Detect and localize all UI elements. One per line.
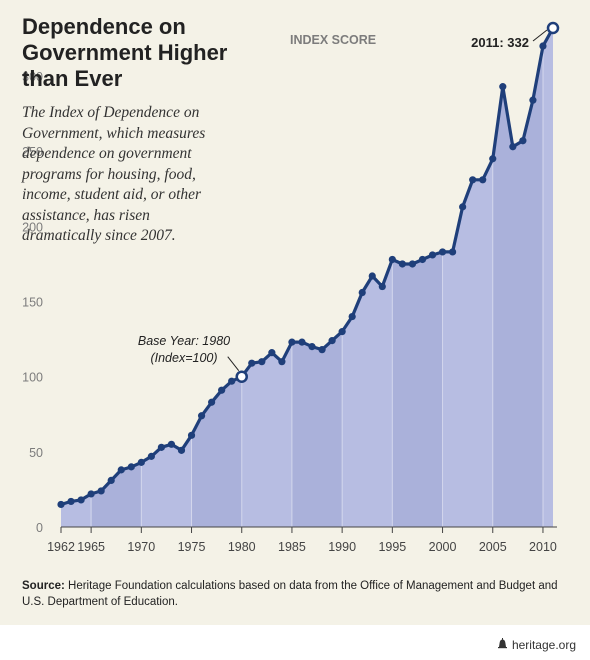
data-point <box>509 143 517 151</box>
data-point-highlight <box>546 21 560 35</box>
x-tick-label: 2005 <box>479 540 507 554</box>
y-tick-label: 300 <box>22 70 43 84</box>
data-point <box>308 343 316 351</box>
y-tick-label: 200 <box>22 220 43 234</box>
data-point <box>358 288 366 297</box>
area-band <box>392 28 443 527</box>
data-point <box>428 251 437 259</box>
data-point <box>288 338 296 346</box>
data-point <box>157 443 166 451</box>
x-tick-label: 1995 <box>378 540 406 554</box>
data-point-highlight <box>235 370 248 383</box>
source-text: Heritage Foundation calculations based o… <box>22 580 558 608</box>
data-point <box>469 176 477 184</box>
area-band <box>291 28 343 527</box>
annotation-base-year: Base Year: 1980 <box>138 334 230 348</box>
data-point <box>278 358 286 366</box>
data-point <box>408 260 417 268</box>
data-point <box>67 497 75 506</box>
x-tick-label: 2010 <box>529 540 557 554</box>
y-tick-label: 50 <box>29 446 43 460</box>
y-axis-title: INDEX SCORE <box>290 33 376 47</box>
data-point <box>248 359 256 367</box>
data-point <box>479 176 487 184</box>
data-point <box>378 282 386 291</box>
source-label: Source: <box>22 580 65 592</box>
y-tick-label: 250 <box>22 145 43 159</box>
footer-site[interactable]: heritage.org <box>511 638 576 652</box>
x-tick-label: 1965 <box>77 540 105 554</box>
data-point <box>167 440 176 448</box>
source-note: Source: Heritage Foundation calculations… <box>22 578 572 610</box>
data-point <box>398 260 406 268</box>
data-point <box>338 328 346 336</box>
data-point <box>438 248 447 256</box>
annotation-leader <box>227 356 240 372</box>
data-point <box>218 386 226 394</box>
annotation-leader <box>532 29 548 42</box>
data-point <box>97 487 105 495</box>
chart-title: Dependence on Government Higher than Eve… <box>22 14 228 91</box>
data-point <box>228 377 236 385</box>
x-tick-label: 1975 <box>178 540 206 554</box>
data-point <box>258 358 266 366</box>
data-point <box>318 346 326 354</box>
data-point <box>137 458 145 466</box>
data-point <box>127 463 135 471</box>
data-point <box>529 96 537 104</box>
data-point <box>77 496 85 504</box>
data-point <box>388 255 396 264</box>
data-point <box>197 412 206 420</box>
y-tick-label: 100 <box>22 371 43 385</box>
data-point <box>147 452 155 460</box>
data-point <box>177 446 186 454</box>
area-chart: 0 50 100 150 200 250 300 1962 1965 1970 1975 1980 19… <box>22 21 560 554</box>
x-tick-label: 1990 <box>328 540 356 554</box>
annotation-base-year: (Index=100) <box>150 351 217 365</box>
data-point <box>499 83 507 91</box>
x-tick-label: 1962 <box>47 540 75 554</box>
footer[interactable]: heritage.org <box>497 638 576 652</box>
x-tick-label: 2000 <box>429 540 457 554</box>
x-tick-label: 1980 <box>228 540 256 554</box>
data-point <box>489 155 497 163</box>
data-point <box>348 312 356 321</box>
y-tick-label: 0 <box>36 521 43 535</box>
x-tick-label: 1970 <box>127 540 155 554</box>
data-point <box>448 248 457 256</box>
data-point <box>519 137 527 145</box>
data-point <box>208 398 216 406</box>
data-point <box>298 338 306 346</box>
annotation-latest-value: 2011: 332 <box>471 35 529 50</box>
liberty-bell-icon <box>497 638 508 652</box>
data-point <box>368 272 376 280</box>
data-point <box>268 349 276 357</box>
data-point <box>117 466 125 474</box>
data-point <box>459 203 467 211</box>
data-point <box>107 476 115 485</box>
data-point <box>87 490 95 498</box>
data-point <box>328 337 336 345</box>
data-point <box>418 255 427 264</box>
data-point <box>57 500 65 509</box>
chart-description: The Index of Dependence on Government, w… <box>22 104 206 244</box>
x-tick-label: 1985 <box>278 540 306 554</box>
data-point <box>187 431 196 439</box>
y-tick-label: 150 <box>22 296 43 310</box>
data-point <box>539 42 547 50</box>
